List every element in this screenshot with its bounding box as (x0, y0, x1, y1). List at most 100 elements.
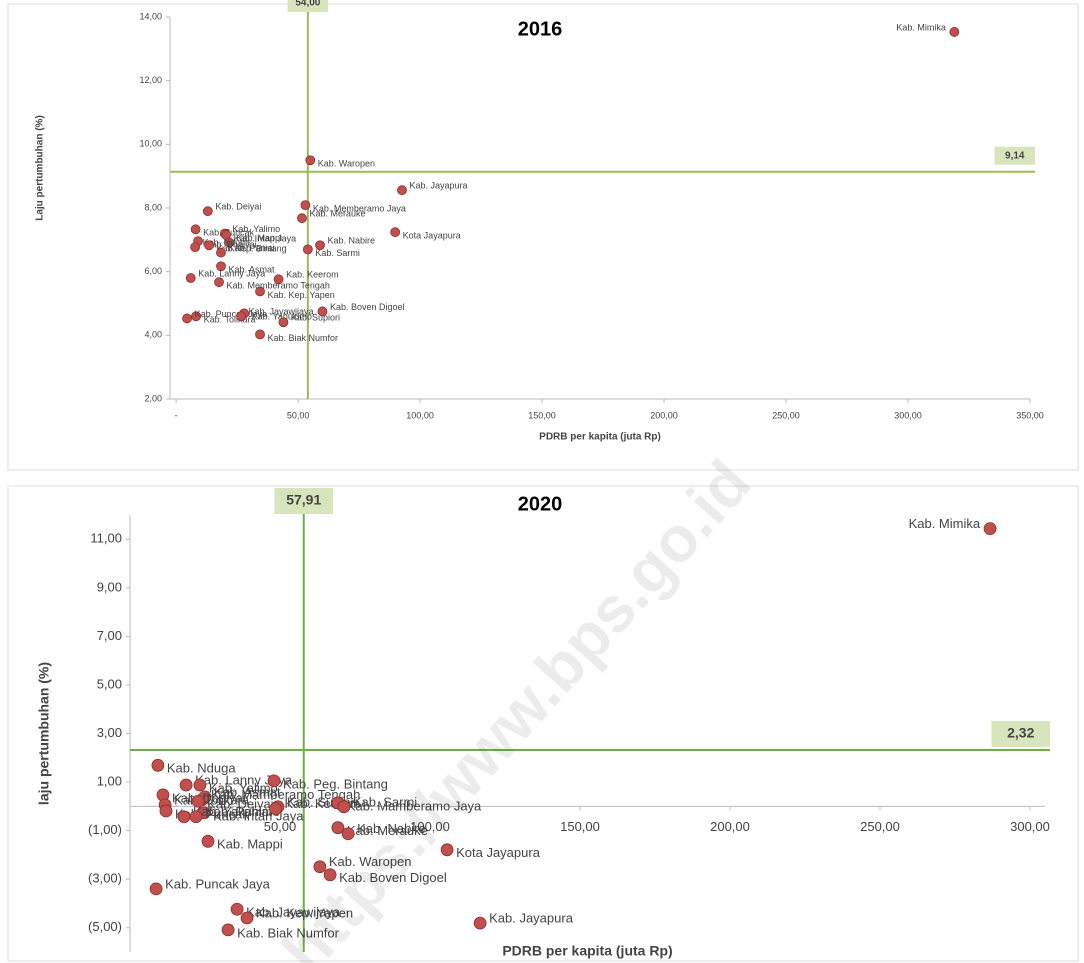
point (201, 834, 215, 848)
ref-label-box (994, 146, 1035, 165)
point (341, 827, 355, 841)
point-label: Kota Jayapura (456, 845, 541, 860)
point (397, 185, 407, 196)
x-tick-label: 350,00 (1016, 410, 1044, 420)
point-label: Kab. Dogiyai (172, 790, 246, 805)
x-tick-label: 200,00 (710, 819, 750, 834)
x-tick-label: 250,00 (860, 819, 900, 834)
point (331, 821, 345, 835)
y-tick-label: 3,00 (97, 725, 122, 740)
point (179, 778, 193, 792)
point-label: Kab. Mamberamo Jaya (347, 798, 482, 813)
point-label: Kab. Tolikara (204, 315, 256, 325)
point-label: Kota Jayapura (403, 231, 461, 241)
point (983, 522, 997, 535)
ref-label-v: 54,00 (295, 0, 320, 9)
ref-label-box (287, 0, 329, 12)
point-label: Kab. Paniai (205, 804, 272, 819)
point-label: Kab. Keerom (286, 270, 339, 280)
point (216, 261, 226, 272)
y-tick-label: (5,00) (88, 919, 122, 934)
point (216, 247, 226, 258)
point-label: Kab. Biak Numfor (268, 333, 339, 343)
point (185, 273, 196, 283)
point-label: Kab. Waropen (318, 159, 375, 169)
point (473, 916, 487, 930)
point (149, 882, 163, 896)
point-label: Kab. Mappi (217, 837, 283, 852)
point (323, 868, 337, 882)
point-label: Kab. Nduga (203, 238, 251, 248)
point-label: Kab. Jayawijaya (248, 307, 313, 317)
ref-label-v: 57,91 (286, 492, 321, 508)
point-label: Kab. Puncak Jaya (165, 876, 271, 891)
point (189, 810, 203, 824)
point (240, 911, 254, 925)
x-tick-label: 300,00 (1010, 819, 1050, 834)
point (273, 274, 284, 285)
point-label: Kab. Nabire (357, 821, 426, 836)
point (236, 311, 246, 322)
y-tick-label: 10,00 (139, 139, 162, 149)
watermark: https://www.bps.go.id (268, 446, 765, 963)
point (221, 923, 235, 937)
y-tick-label: 1,00 (97, 773, 122, 788)
point (214, 277, 224, 288)
point-label: Kab. Biak Numfor (237, 925, 340, 940)
point-label: Kab. Yahukimo (252, 312, 312, 322)
point (191, 311, 202, 322)
x-axis-title: PDRB per kapita (juta Rp) (502, 943, 672, 959)
point-label: Kab. Lanny Jaya (198, 268, 265, 278)
y-tick-label: 6,00 (144, 266, 162, 276)
point-label: Kab. Mimika (909, 516, 981, 531)
point (302, 244, 313, 255)
point (177, 810, 191, 824)
point-label: Kab. Sarmi (353, 794, 417, 809)
point-label: Kab. Intan Jaya (213, 808, 304, 823)
point (297, 213, 307, 224)
y-tick-label: 7,00 (97, 628, 122, 643)
point (317, 306, 328, 317)
point (230, 902, 244, 916)
point-label: Kab. Jayapura (489, 911, 574, 926)
point (305, 155, 316, 166)
y-tick-label: 12,00 (139, 75, 162, 85)
ref-label-h: 2,32 (1007, 725, 1034, 741)
point-label: Kab. Kep. Yapen (256, 905, 353, 920)
chart-title: 2020 (518, 493, 563, 515)
point (337, 800, 351, 814)
y-tick-label: (1,00) (88, 822, 122, 837)
frame (7, 485, 1079, 962)
y-tick-label: 14,00 (139, 11, 162, 21)
ref-label-box (991, 721, 1050, 748)
point-label: Kab. Merauke (309, 209, 365, 219)
point (190, 242, 201, 253)
y-tick-label: 2,00 (144, 393, 162, 403)
x-tick-label: 100,00 (410, 819, 450, 834)
point-label: Kab. Deiyai (215, 202, 261, 212)
point (255, 329, 265, 340)
point (315, 240, 325, 251)
point-label: Kab. Yalimo (209, 780, 278, 795)
frame (7, 3, 1079, 471)
point (224, 237, 234, 248)
y-tick-label: 4,00 (144, 330, 162, 340)
point-label: Kab. Jayawijaya (246, 905, 341, 920)
point (191, 794, 205, 808)
point (440, 843, 454, 857)
ref-label-h: 9,14 (1005, 150, 1025, 161)
point-label: Kab. Merauke (347, 823, 428, 838)
point-label: Kab. Asmat (214, 784, 281, 799)
point (269, 802, 282, 816)
point (300, 200, 311, 211)
x-tick-label: 100,00 (406, 410, 434, 420)
point-label: Kab. Mimika (896, 22, 946, 32)
point (190, 224, 201, 235)
point-label: Kab. Supiori (291, 313, 340, 323)
x-tick-label: 250,00 (772, 410, 800, 420)
x-tick-label: - (175, 410, 178, 420)
x-tick-label: 150,00 (560, 819, 600, 834)
y-axis-title: laju pertumbuhan (%) (36, 662, 52, 805)
point (255, 286, 265, 297)
point-label: Kab. Yalimo (232, 224, 280, 234)
